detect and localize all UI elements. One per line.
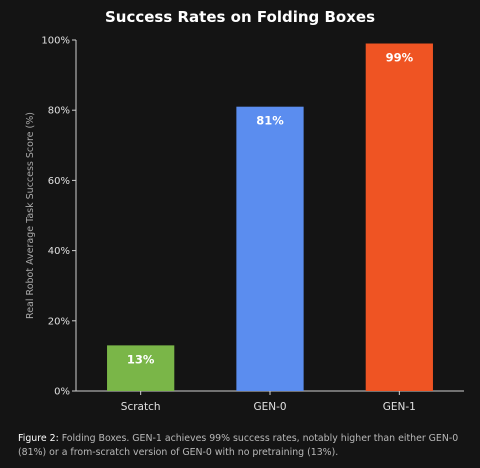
y-tick-label: 80% (48, 106, 70, 117)
y-axis-label: Real Robot Average Task Success Score (%… (25, 112, 36, 319)
x-tick-label: Scratch (121, 401, 161, 413)
x-tick-label: GEN-0 (253, 401, 286, 413)
y-tick-label: 20% (48, 316, 70, 327)
y-tick-label: 40% (48, 246, 70, 257)
figure-caption: Figure 2: Folding Boxes. GEN-1 achieves … (18, 432, 470, 460)
data-label: 99% (386, 51, 414, 65)
figure-caption-text: Folding Boxes. GEN-1 achieves 99% succes… (18, 433, 459, 458)
y-tick-label: 60% (48, 176, 70, 187)
bar-gen-1 (365, 43, 433, 391)
y-tick-label: 100% (41, 36, 70, 47)
x-tick-label: GEN-1 (383, 401, 416, 413)
bar-chart: 0% 20% 40% 60% 80% 100% Real Robot Average Tas… (25, 36, 464, 413)
figure-caption-prefix: Figure 2: (18, 433, 59, 444)
bar-gen-0 (236, 106, 304, 391)
bar-scratch (107, 345, 175, 391)
data-label: 13% (127, 352, 155, 366)
y-tick-label: 0% (54, 387, 70, 398)
data-label: 81% (256, 114, 284, 128)
chart-title: Success Rates on Folding Boxes (104, 8, 375, 26)
